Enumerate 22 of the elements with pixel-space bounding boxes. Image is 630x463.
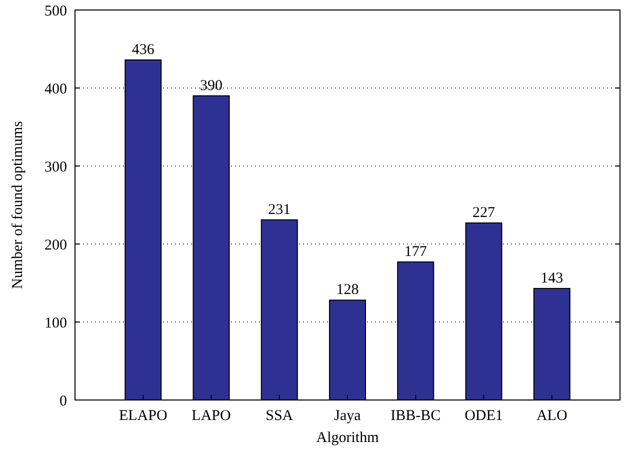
- x-tick-label: ODE1: [464, 408, 503, 424]
- x-tick-label: LAPO: [192, 408, 231, 424]
- y-tick-label: 400: [44, 81, 67, 98]
- x-tick-label: Jaya: [334, 408, 362, 424]
- data-label: 231: [268, 202, 291, 218]
- x-tick-label: ALO: [536, 408, 568, 424]
- x-axis-title: Algorithm: [316, 430, 380, 446]
- y-tick-label: 300: [44, 159, 67, 176]
- y-axis-title: Number of found optimums: [10, 120, 26, 289]
- data-label: 390: [200, 78, 222, 94]
- data-label: 227: [472, 204, 496, 221]
- x-tick-label: SSA: [266, 408, 294, 424]
- y-tick-label: 100: [44, 315, 67, 332]
- data-label: 436: [132, 42, 155, 58]
- data-label: 128: [336, 282, 359, 298]
- y-tick-label: 200: [44, 237, 67, 254]
- x-tick-label: ELAPO: [118, 408, 168, 424]
- y-tick-label: 0: [60, 393, 67, 410]
- data-label: 177: [404, 244, 428, 260]
- y-tick-label: 500: [44, 3, 67, 20]
- x-tick-label: IBB-BC: [390, 408, 441, 424]
- data-label: 143: [540, 270, 564, 286]
